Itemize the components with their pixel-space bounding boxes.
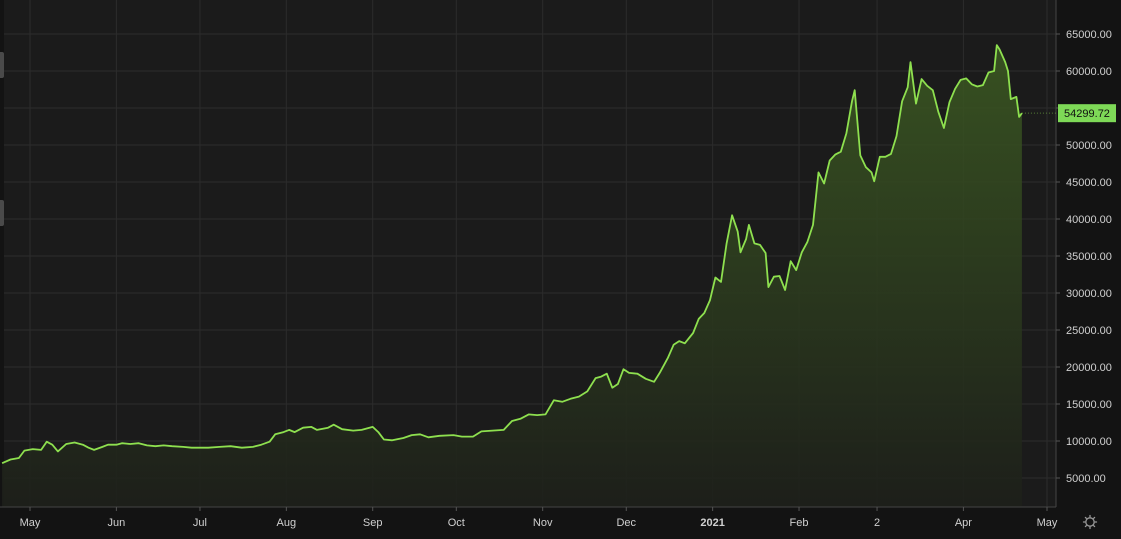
y-tick-label: 60000.00 (1066, 66, 1112, 78)
x-tick-label: Dec (616, 517, 636, 529)
y-tick-label: 50000.00 (1066, 140, 1112, 152)
y-tick-label: 10000.00 (1066, 436, 1112, 448)
x-tick-label: 2 (874, 517, 880, 529)
x-tick-label: Feb (790, 517, 809, 529)
x-axis[interactable]: May Jun Jul Aug Sep Oct Nov Dec 2021 Feb 2 Apr May (20, 507, 1058, 529)
x-tick-label: Sep (363, 517, 383, 529)
last-price-label: 54299.72 (1064, 108, 1110, 120)
left-panel-handle-top[interactable] (0, 52, 4, 78)
x-tick-label: May (1037, 517, 1058, 529)
x-tick-label: Jul (193, 517, 207, 529)
y-tick-label: 35000.00 (1066, 251, 1112, 263)
x-tick-label: Aug (277, 517, 297, 529)
y-tick-label: 5000.00 (1066, 473, 1106, 485)
y-tick-label: 30000.00 (1066, 288, 1112, 300)
x-tick-label: 2021 (700, 517, 724, 529)
y-tick-label: 20000.00 (1066, 362, 1112, 374)
left-panel-handle-bottom[interactable] (0, 200, 4, 226)
y-tick-label: 40000.00 (1066, 214, 1112, 226)
y-tick-label: 45000.00 (1066, 177, 1112, 189)
x-tick-label: Apr (955, 517, 972, 529)
gear-icon[interactable] (1084, 516, 1097, 529)
y-tick-label: 65000.00 (1066, 29, 1112, 41)
x-tick-label: May (20, 517, 41, 529)
x-tick-label: Oct (448, 517, 465, 529)
y-axis[interactable]: 5000.00 10000.00 15000.00 20000.00 25000.00 3… (1056, 29, 1112, 485)
y-tick-label: 15000.00 (1066, 399, 1112, 411)
x-tick-label: Jun (108, 517, 126, 529)
x-tick-label: Nov (533, 517, 553, 529)
y-tick-label: 25000.00 (1066, 325, 1112, 337)
